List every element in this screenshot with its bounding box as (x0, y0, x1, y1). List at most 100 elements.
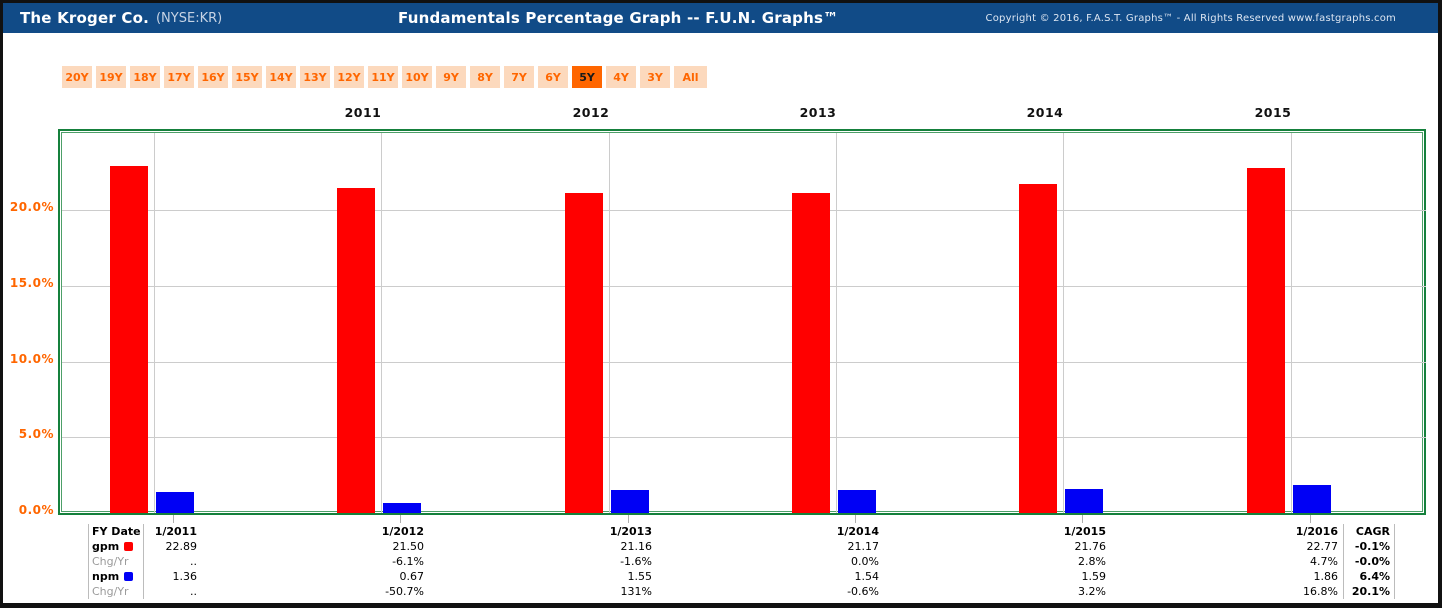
npm-swatch-icon (124, 572, 134, 581)
table-value: 1.36 (172, 570, 198, 583)
period-button-5y[interactable]: 5Y (572, 66, 602, 88)
fiscal-year-tick (855, 515, 856, 523)
window-frame-top (0, 0, 1442, 3)
horizontal-gridline (62, 210, 1426, 212)
period-button-19y[interactable]: 19Y (96, 66, 126, 88)
fy-date-header: 1/2012 (381, 525, 424, 538)
year-label: 2014 (1026, 105, 1064, 120)
gpm-bar (565, 192, 603, 513)
period-button-17y[interactable]: 17Y (164, 66, 194, 88)
horizontal-gridline (62, 285, 1426, 287)
npm-bar (838, 489, 876, 513)
chg-yr-label: Chg/Yr (92, 585, 129, 598)
table-divider (1343, 524, 1344, 599)
gpm-swatch-icon (124, 542, 134, 551)
copyright-text: Copyright © 2016, F.A.S.T. Graphs™ - All… (985, 12, 1396, 24)
fiscal-year-tick (1082, 515, 1083, 523)
gpm-bar (110, 166, 148, 513)
table-row-label: FY Date (92, 524, 141, 539)
table-row-label: npm (92, 569, 134, 584)
horizontal-gridline (62, 437, 1426, 439)
table-value: -1.6% (620, 555, 652, 568)
table-value: 3.2% (1078, 585, 1106, 598)
table-value: -0.6% (847, 585, 879, 598)
period-button-6y[interactable]: 6Y (538, 66, 568, 88)
vertical-gridline (154, 133, 155, 513)
vertical-gridline (836, 133, 837, 513)
graph-title: Fundamentals Percentage Graph -- F.U.N. … (398, 9, 839, 27)
period-button-14y[interactable]: 14Y (266, 66, 296, 88)
table-value: 21.76 (1074, 540, 1107, 553)
table-value: 1.55 (627, 570, 653, 583)
fy-date-header: 1/2013 (609, 525, 652, 538)
table-value: .. (190, 585, 197, 598)
period-button-9y[interactable]: 9Y (436, 66, 466, 88)
fy-date-header: 1/2014 (836, 525, 879, 538)
period-button-11y[interactable]: 11Y (368, 66, 398, 88)
period-button-row: 20Y 19Y 18Y 17Y 16Y 15Y 14Y 13Y 12Y 11Y 10Y 9Y 8Y 7Y 6… (62, 66, 707, 88)
npm-bar (1065, 488, 1103, 513)
header-bar: The Kroger Co. (NYSE:KR) Fundamentals Pe… (3, 3, 1438, 33)
y-axis-label: 10.0% (9, 352, 54, 366)
npm-bar (383, 502, 421, 513)
table-value: 21.50 (392, 540, 425, 553)
period-button-4y[interactable]: 4Y (606, 66, 636, 88)
table-row-label: Chg/Yr (92, 554, 129, 569)
fy-date-header: 1/2015 (1063, 525, 1106, 538)
cagr-header: CAGR (1355, 525, 1390, 538)
fy-date-header: 1/2011 (154, 525, 197, 538)
gpm-bar (1019, 183, 1057, 513)
period-button-20y[interactable]: 20Y (62, 66, 92, 88)
horizontal-gridline (62, 361, 1426, 363)
table-value: -6.1% (392, 555, 424, 568)
fiscal-year-tick (400, 515, 401, 523)
table-value: 1.86 (1313, 570, 1339, 583)
y-axis-label: 5.0% (18, 427, 54, 441)
npm-label: npm (92, 570, 120, 583)
period-button-all[interactable]: All (674, 66, 707, 88)
table-value: 0.0% (851, 555, 879, 568)
fiscal-year-tick (1310, 515, 1311, 523)
period-button-13y[interactable]: 13Y (300, 66, 330, 88)
period-button-18y[interactable]: 18Y (130, 66, 160, 88)
npm-bar (1293, 484, 1331, 513)
vertical-gridline (381, 133, 382, 513)
cagr-value: 6.4% (1359, 570, 1390, 583)
table-divider (143, 524, 144, 599)
y-axis-label: 15.0% (9, 276, 54, 290)
table-divider (88, 524, 89, 599)
vertical-gridline (609, 133, 610, 513)
fundamentals-table: FY Date 1/2011 1/2012 1/2013 1/2014 1/2015 1/2… (0, 524, 1442, 600)
y-axis-label: 20.0% (9, 200, 54, 214)
window-frame-left (0, 0, 3, 608)
gpm-bar (1247, 168, 1285, 513)
period-button-3y[interactable]: 3Y (640, 66, 670, 88)
period-button-12y[interactable]: 12Y (334, 66, 364, 88)
period-button-16y[interactable]: 16Y (198, 66, 228, 88)
y-axis: 0.0% 5.0% 10.0% 15.0% 20.0% (0, 0, 55, 608)
chart-frame (58, 129, 1426, 515)
company-name: The Kroger Co. (20, 9, 149, 27)
cagr-value: -0.1% (1354, 540, 1390, 553)
company-ticker: (NYSE:KR) (155, 10, 223, 26)
fiscal-year-tick (628, 515, 629, 523)
chg-yr-label: Chg/Yr (92, 555, 129, 568)
table-value: 1.54 (854, 570, 880, 583)
period-button-7y[interactable]: 7Y (504, 66, 534, 88)
table-value: -50.7% (385, 585, 424, 598)
year-label: 2012 (572, 105, 610, 120)
period-button-15y[interactable]: 15Y (232, 66, 262, 88)
table-divider (1394, 524, 1395, 599)
window-frame-right (1438, 0, 1442, 608)
table-row-label: gpm (92, 539, 134, 554)
fy-date-label: FY Date (92, 525, 141, 538)
company-block: The Kroger Co. (NYSE:KR) (20, 3, 222, 33)
table-value: 22.77 (1306, 540, 1339, 553)
period-button-8y[interactable]: 8Y (470, 66, 500, 88)
window-frame-bottom (0, 603, 1442, 608)
npm-bar (611, 489, 649, 513)
period-button-10y[interactable]: 10Y (402, 66, 432, 88)
year-label-row: 2011 2012 2013 2014 2015 (0, 0, 1442, 125)
table-value: 21.16 (620, 540, 653, 553)
